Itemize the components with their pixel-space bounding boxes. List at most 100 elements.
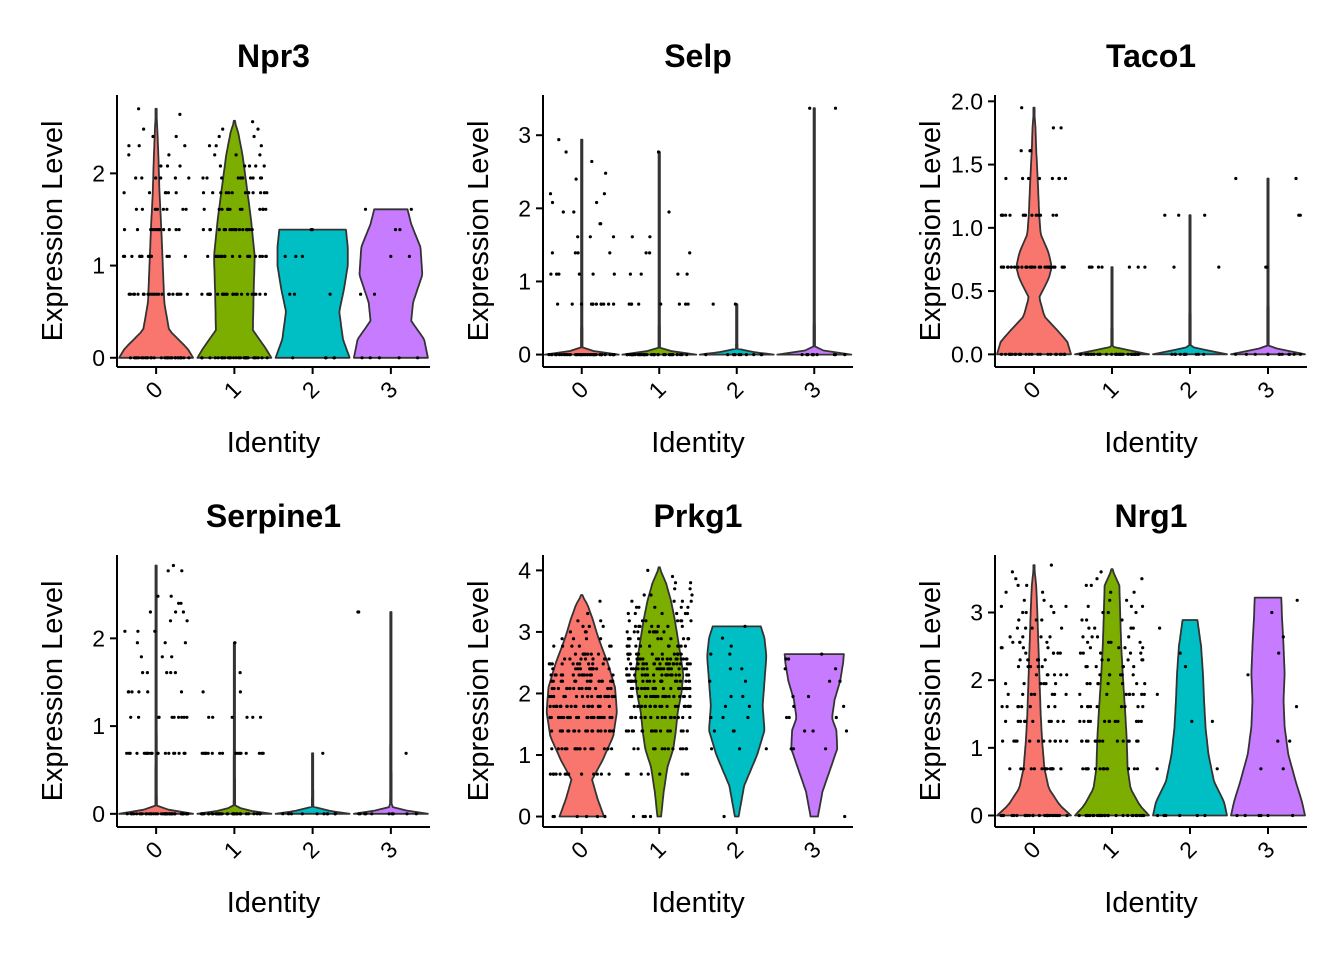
data-point — [1158, 626, 1162, 630]
data-point — [1036, 352, 1040, 356]
data-point — [1015, 626, 1020, 630]
data-point — [1136, 705, 1140, 709]
data-point — [244, 751, 248, 755]
data-point — [1114, 813, 1118, 818]
data-point — [646, 772, 650, 776]
data-point — [182, 356, 186, 360]
data-point — [130, 812, 134, 816]
points-cluster-3 — [356, 610, 418, 816]
data-point — [659, 729, 663, 733]
data-point — [231, 812, 236, 816]
data-point — [287, 812, 291, 816]
data-point — [183, 144, 187, 148]
data-point — [653, 729, 657, 733]
data-point — [685, 673, 689, 677]
data-point — [126, 690, 130, 694]
violin-cluster-1 — [634, 566, 685, 818]
data-point — [216, 254, 220, 258]
data-point — [141, 292, 145, 296]
data-point — [213, 356, 217, 360]
data-point — [643, 704, 648, 709]
data-point — [574, 704, 578, 709]
data-point — [262, 164, 266, 168]
data-point — [672, 599, 676, 603]
data-point — [547, 662, 551, 666]
data-point — [1100, 265, 1104, 269]
data-point — [586, 611, 590, 616]
data-point — [637, 694, 642, 699]
data-point — [653, 630, 657, 634]
data-point — [636, 667, 640, 671]
data-point — [678, 747, 683, 751]
data-point — [179, 601, 183, 605]
data-point — [218, 254, 222, 258]
x-tick-label: 2 — [1174, 836, 1201, 863]
data-point — [571, 637, 576, 641]
data-point — [833, 353, 838, 357]
data-point — [549, 715, 553, 720]
data-point — [1298, 352, 1302, 356]
data-point — [743, 679, 748, 683]
data-point — [1084, 813, 1088, 818]
data-point — [577, 729, 581, 733]
data-point — [573, 679, 577, 683]
data-point — [784, 657, 788, 661]
data-point — [569, 704, 573, 709]
panel-title: Taco1 — [1106, 38, 1196, 74]
data-point — [585, 729, 590, 733]
points-cluster-2 — [1163, 213, 1221, 356]
data-point — [603, 694, 607, 699]
data-point — [1004, 213, 1008, 217]
data-point — [608, 715, 612, 720]
points-cluster-0 — [121, 107, 191, 360]
data-point — [560, 353, 564, 357]
data-point — [238, 690, 242, 694]
data-point — [1021, 692, 1025, 697]
data-point — [245, 356, 249, 360]
data-point — [709, 715, 713, 720]
data-point — [161, 207, 165, 211]
data-point — [678, 686, 682, 691]
points-cluster-3 — [800, 106, 847, 357]
data-point — [259, 176, 264, 180]
data-point — [135, 356, 139, 360]
data-point — [642, 593, 646, 597]
data-point — [1013, 265, 1017, 269]
data-point — [557, 272, 561, 276]
data-point — [729, 644, 733, 648]
data-point — [585, 353, 590, 357]
data-point — [248, 254, 252, 258]
y-tick-label: 0 — [970, 802, 983, 828]
data-point — [611, 235, 616, 239]
points-cluster-0 — [999, 563, 1069, 818]
data-point — [1048, 635, 1052, 639]
data-point — [659, 637, 663, 641]
data-point — [591, 272, 595, 276]
data-point — [1134, 610, 1138, 615]
data-point — [1277, 352, 1281, 356]
data-point — [585, 673, 589, 677]
y-axis-title: Expression Level — [37, 121, 69, 342]
data-point — [726, 353, 730, 357]
data-point — [325, 812, 329, 816]
x-tick-label: 1 — [218, 836, 245, 863]
data-point — [1287, 352, 1291, 356]
data-point — [625, 667, 629, 671]
data-point — [1096, 682, 1100, 686]
data-point — [811, 353, 816, 357]
data-point — [675, 353, 679, 357]
data-point — [633, 624, 638, 629]
data-point — [653, 686, 658, 691]
data-point — [834, 667, 838, 671]
data-point — [721, 715, 725, 720]
points-cluster-2 — [283, 228, 336, 360]
data-point — [806, 694, 811, 699]
data-point — [158, 228, 162, 232]
data-point — [828, 679, 832, 683]
data-point — [251, 120, 255, 124]
data-point — [1100, 658, 1104, 662]
data-point — [151, 134, 155, 139]
data-point — [1058, 352, 1062, 356]
data-point — [1163, 213, 1167, 217]
points-cluster-0 — [547, 138, 616, 357]
